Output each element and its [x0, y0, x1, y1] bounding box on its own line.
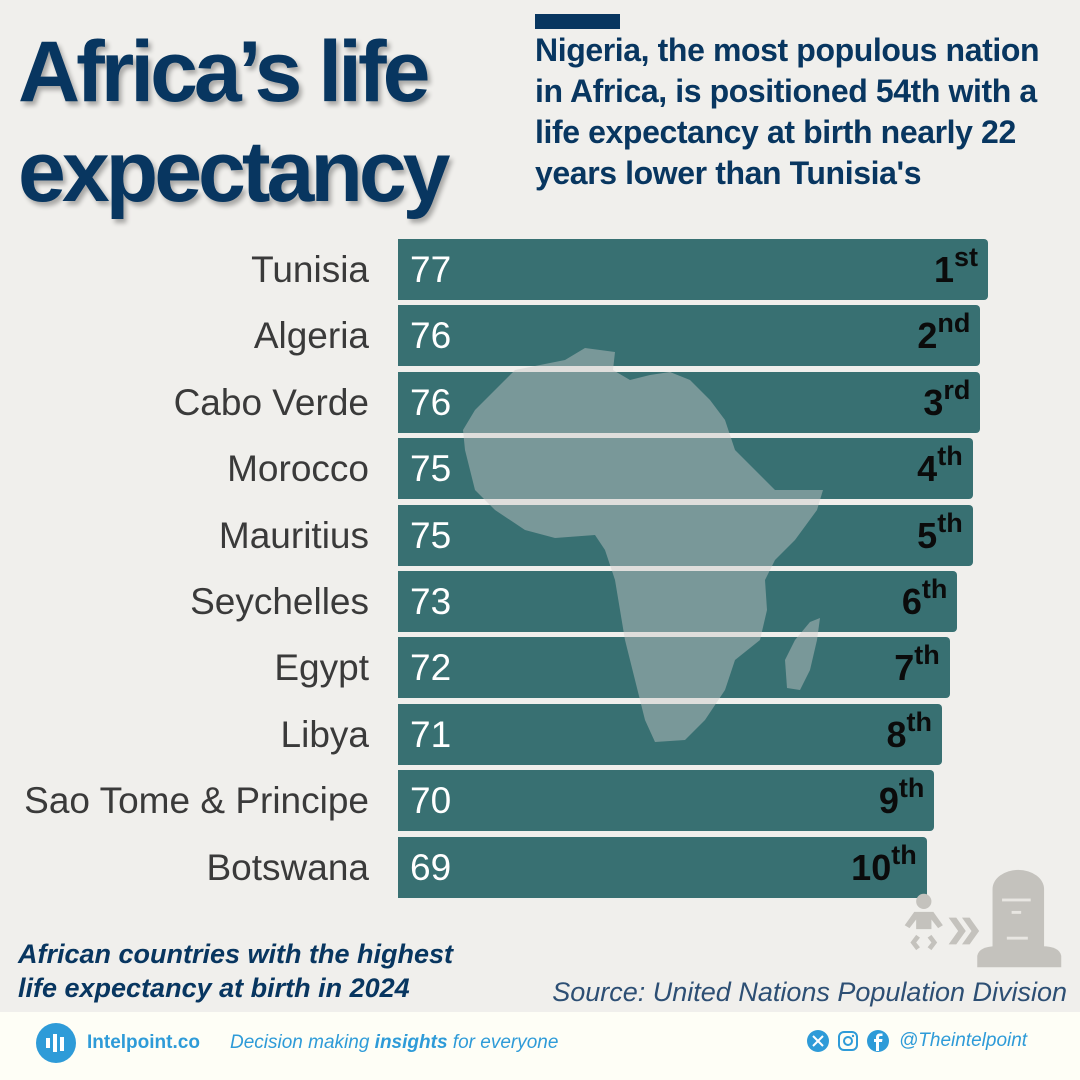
rank-number: 8: [886, 713, 907, 755]
rank-number: 5: [917, 514, 938, 556]
rank-label: 10th: [851, 837, 917, 898]
rank-label: 1st: [934, 239, 978, 300]
rank-number: 6: [901, 581, 922, 622]
rank-label: 7th: [894, 637, 940, 698]
rank-number: 4: [917, 448, 938, 490]
category-label: Seychelles: [190, 581, 369, 622]
caption-line-1: African countries with the highest: [18, 939, 454, 969]
rank-number: 2: [917, 315, 938, 357]
tagline-post: for everyone: [447, 1032, 559, 1053]
value-label: 76: [410, 315, 452, 357]
rank-label: 5th: [917, 505, 963, 566]
category-label: Libya: [280, 713, 369, 755]
category-label: Sao Tome & Principe: [24, 780, 369, 822]
bar: [398, 438, 973, 500]
bar: [398, 703, 943, 765]
rank-label: 6th: [902, 571, 948, 632]
rank-number: 7: [894, 647, 915, 689]
x-icon[interactable]: [807, 1030, 829, 1052]
social-handle[interactable]: @Theintelpoint: [899, 1030, 1028, 1051]
value-label: 76: [410, 381, 452, 423]
category-label: Botswana: [206, 846, 370, 888]
page-title: Africa’s life expectancy: [18, 24, 451, 220]
rank-label: 8th: [887, 704, 933, 765]
bar: [398, 239, 988, 300]
rank-number: 10: [851, 846, 892, 888]
rank-label: 4th: [917, 438, 963, 499]
bar: [398, 836, 927, 898]
rank-number: 3: [923, 381, 944, 423]
bar: [398, 305, 981, 367]
brand-link[interactable]: Intelpoint.co: [87, 1032, 200, 1053]
rank-suffix: th: [906, 706, 933, 737]
rank-label: 9th: [879, 770, 925, 831]
value-label: 77: [410, 249, 452, 290]
social-links: @Theintelpoint: [807, 1030, 1027, 1052]
category-label: Cabo Verde: [173, 381, 369, 423]
value-label: 71: [410, 713, 452, 755]
rank-suffix: nd: [937, 308, 971, 339]
intelpoint-logo-icon: [36, 1023, 76, 1063]
category-label: Morocco: [227, 448, 369, 490]
tagline: Decision making insights for everyone: [230, 1032, 558, 1054]
category-label: Mauritius: [218, 514, 369, 556]
rank-label: 2nd: [917, 305, 970, 366]
subtitle: Nigeria, the most populous nation in Afr…: [535, 32, 1040, 191]
instagram-icon[interactable]: [837, 1030, 859, 1052]
footer: Intelpoint.co Decision making insights f…: [0, 1012, 1080, 1080]
rank-suffix: st: [953, 242, 978, 272]
bar: [398, 770, 935, 832]
value-label: 75: [410, 514, 452, 556]
rank-number: 1: [933, 249, 954, 290]
value-label: 73: [410, 581, 452, 622]
value-label: 70: [410, 780, 452, 822]
rank-suffix: th: [937, 441, 963, 472]
category-label: Egypt: [274, 647, 369, 689]
bar: [398, 637, 950, 699]
rank-suffix: rd: [943, 374, 971, 405]
rank-label: 3rd: [923, 372, 970, 433]
rank-suffix: th: [898, 773, 925, 804]
tagline-pre: Decision making: [230, 1032, 375, 1053]
chart-caption: African countries with the highest life …: [18, 937, 498, 1005]
bar: [398, 571, 958, 632]
baby-to-grave-icon: [904, 869, 1062, 968]
category-label: Algeria: [253, 315, 369, 357]
category-label: Tunisia: [251, 249, 369, 290]
value-label: 69: [410, 846, 452, 888]
rank-suffix: th: [891, 839, 917, 870]
bar: [398, 504, 973, 566]
bar: [398, 371, 981, 433]
accent-bar: [535, 14, 620, 29]
facebook-icon[interactable]: [867, 1030, 889, 1052]
value-label: 72: [410, 647, 452, 689]
rank-suffix: th: [937, 507, 963, 538]
rank-suffix: th: [914, 640, 940, 671]
source-note: Source: United Nations Population Divisi…: [552, 977, 1067, 1007]
caption-line-2: life expectancy at birth in 2024: [18, 973, 410, 1003]
rank-suffix: th: [921, 574, 948, 604]
value-label: 75: [410, 448, 452, 490]
tagline-bold: insights: [374, 1032, 448, 1053]
rank-number: 9: [878, 780, 899, 822]
